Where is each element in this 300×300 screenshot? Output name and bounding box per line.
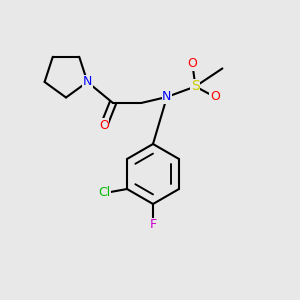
Text: N: N xyxy=(162,91,172,103)
Text: F: F xyxy=(149,218,157,232)
Text: O: O xyxy=(188,58,197,70)
Text: S: S xyxy=(191,80,200,94)
Text: O: O xyxy=(99,119,109,132)
Text: N: N xyxy=(83,76,92,88)
Text: O: O xyxy=(210,91,220,103)
Text: Cl: Cl xyxy=(98,185,111,199)
